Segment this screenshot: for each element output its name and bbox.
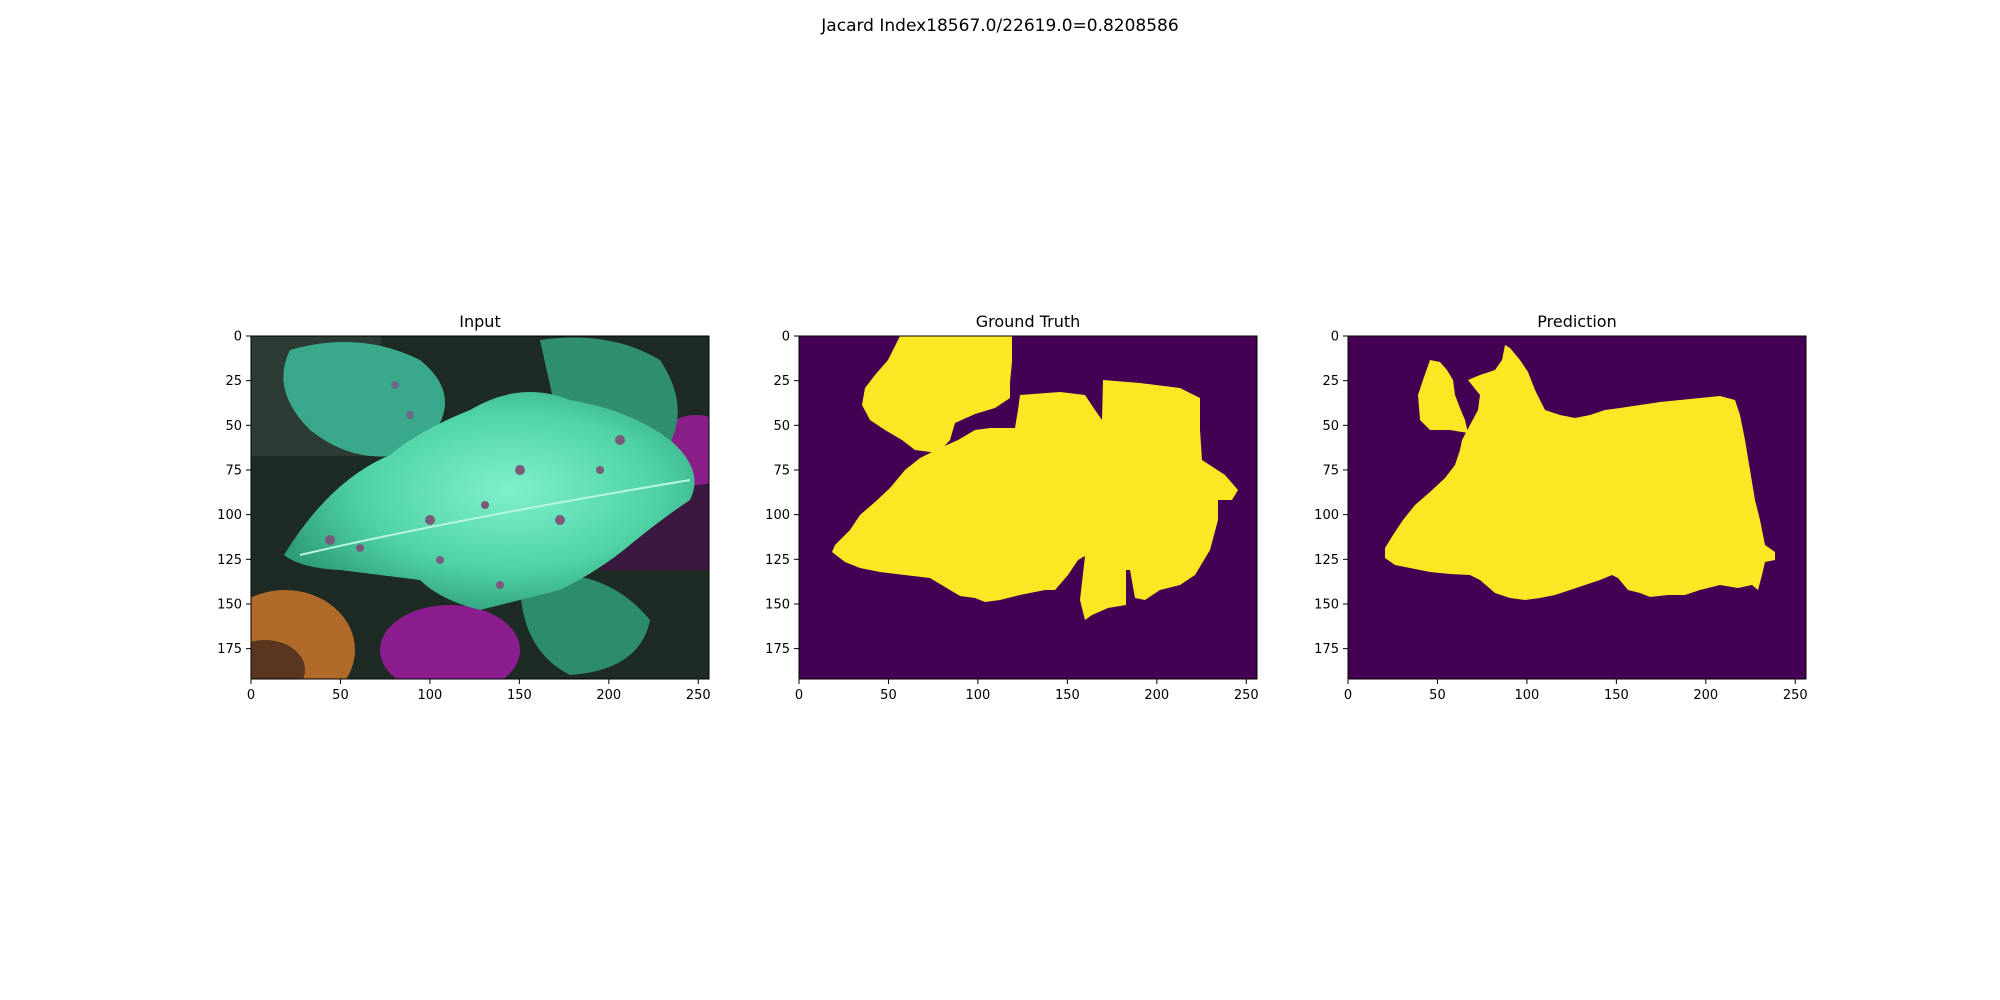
input-panel: Input 0 50 100 1 bbox=[217, 312, 711, 704]
x-tick-label: 100 bbox=[1514, 688, 1539, 703]
x-tick-label: 50 bbox=[332, 688, 349, 703]
y-tick-label: 125 bbox=[217, 553, 242, 568]
input-image bbox=[251, 336, 709, 679]
prediction-panel-title: Prediction bbox=[1537, 312, 1616, 331]
y-tick-label: 125 bbox=[1314, 553, 1339, 568]
y-tick-label: 25 bbox=[1322, 374, 1339, 389]
y-tick-label: 100 bbox=[217, 508, 242, 523]
figure-title: Jacard Index18567.0/22619.0=0.8208586 bbox=[821, 16, 1179, 36]
x-tick-label: 0 bbox=[795, 688, 803, 703]
x-tick-label: 100 bbox=[417, 688, 442, 703]
y-tick-label: 50 bbox=[1322, 419, 1339, 434]
ground-truth-panel-title: Ground Truth bbox=[976, 312, 1081, 331]
x-tick-label: 100 bbox=[965, 688, 990, 703]
x-tick-label: 200 bbox=[1144, 688, 1169, 703]
ground-truth-region bbox=[832, 380, 1238, 620]
x-tick-label: 250 bbox=[1234, 688, 1259, 703]
y-tick-label: 150 bbox=[1314, 597, 1339, 612]
ground-truth-axes-frame bbox=[798, 335, 1258, 680]
y-tick-label: 75 bbox=[1322, 463, 1339, 478]
y-tick-label: 25 bbox=[773, 374, 790, 389]
y-tick-label: 150 bbox=[217, 597, 242, 612]
prediction-mask bbox=[1348, 336, 1806, 679]
x-tick-label: 150 bbox=[1055, 688, 1080, 703]
prediction-axes-frame bbox=[1347, 335, 1807, 680]
y-tick-label: 75 bbox=[225, 463, 242, 478]
ground-truth-panel: Ground Truth 0 50 100 150 200 250 0 25 50 75 100 12… bbox=[765, 312, 1259, 703]
x-tick-label: 200 bbox=[596, 688, 621, 703]
x-tick-label: 150 bbox=[1604, 688, 1629, 703]
x-tick-label: 0 bbox=[247, 688, 255, 703]
x-tick-label: 250 bbox=[686, 688, 711, 703]
y-tick-label: 125 bbox=[765, 553, 790, 568]
input-panel-title: Input bbox=[459, 312, 500, 331]
x-tick-label: 200 bbox=[1693, 688, 1718, 703]
y-tick-label: 0 bbox=[782, 330, 790, 345]
y-tick-label: 75 bbox=[773, 463, 790, 478]
x-tick-label: 50 bbox=[880, 688, 897, 703]
y-tick-label: 175 bbox=[1314, 642, 1339, 657]
prediction-panel: Prediction 0 50 100 150 200 250 0 25 50 75 100 125 1… bbox=[1314, 312, 1808, 703]
y-tick-label: 150 bbox=[765, 597, 790, 612]
y-tick-label: 0 bbox=[234, 330, 242, 345]
y-tick-label: 175 bbox=[217, 642, 242, 657]
y-tick-label: 100 bbox=[765, 508, 790, 523]
y-tick-label: 25 bbox=[225, 374, 242, 389]
input-axes-frame bbox=[250, 335, 710, 680]
prediction-region bbox=[1418, 360, 1468, 433]
prediction-region bbox=[1385, 345, 1775, 600]
y-tick-label: 50 bbox=[225, 419, 242, 434]
y-tick-label: 50 bbox=[773, 419, 790, 434]
ground-truth-region bbox=[862, 336, 1012, 453]
ground-truth-axes: 0 50 100 150 200 250 0 25 50 75 100 125 150 175 bbox=[765, 330, 1259, 704]
y-tick-label: 0 bbox=[1331, 330, 1339, 345]
x-tick-label: 250 bbox=[1783, 688, 1808, 703]
y-tick-label: 100 bbox=[1314, 508, 1339, 523]
ground-truth-mask bbox=[799, 336, 1257, 679]
x-tick-label: 150 bbox=[507, 688, 532, 703]
prediction-axes: 0 50 100 150 200 250 0 25 50 75 100 125 150 175 bbox=[1314, 330, 1808, 704]
y-tick-label: 175 bbox=[765, 642, 790, 657]
x-tick-label: 0 bbox=[1344, 688, 1352, 703]
x-tick-label: 50 bbox=[1429, 688, 1446, 703]
input-axes: 0 50 100 150 200 250 0 25 50 75 100 125 150 175 bbox=[217, 330, 711, 704]
